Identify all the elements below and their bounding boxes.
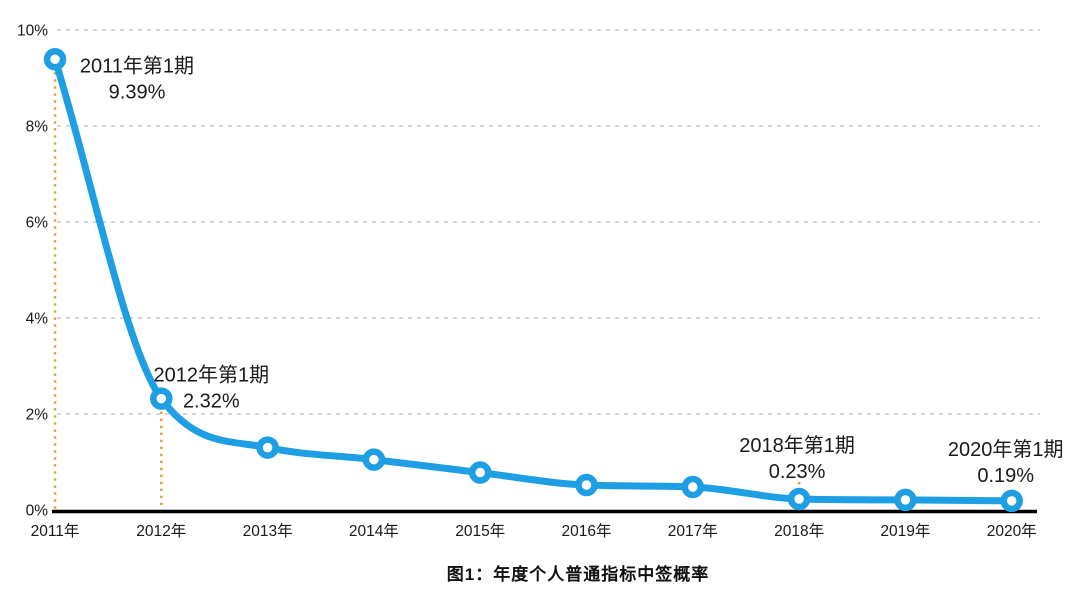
y-tick-label: 0% xyxy=(26,503,49,520)
data-point-marker xyxy=(787,487,811,511)
x-tick-label: 2018年 xyxy=(774,522,824,540)
x-tick-label: 2019年 xyxy=(880,522,930,540)
data-point-marker xyxy=(1000,489,1023,513)
x-tick-label: 2014年 xyxy=(349,522,399,540)
data-point-marker xyxy=(256,436,279,459)
x-tick-label: 2020年 xyxy=(987,522,1037,540)
x-tick-label: 2013年 xyxy=(243,522,293,540)
annotation-value: 9.39% xyxy=(109,81,166,103)
annotation-value: 0.19% xyxy=(977,465,1034,487)
x-tick-label: 2012年 xyxy=(136,522,186,540)
x-tick-label: 2016年 xyxy=(562,522,612,540)
x-tick-label: 2015年 xyxy=(455,522,505,540)
y-tick-label: 6% xyxy=(26,215,49,232)
y-tick-label: 2% xyxy=(26,407,49,424)
annotation-label: 2020年第1期 xyxy=(948,438,1064,461)
chart-canvas: 0% 2% 4% 6% 8% 10% 2011年 2012年 2013年 2014年 2015年 20… xyxy=(17,23,1064,541)
data-point-marker xyxy=(575,473,598,497)
data-point-marker xyxy=(681,475,705,499)
data-point-marker xyxy=(894,488,917,512)
data-point-marker xyxy=(468,461,492,484)
data-point-marker xyxy=(150,387,173,410)
annotation-label: 2012年第1期 xyxy=(153,364,269,387)
y-tick-label: 4% xyxy=(26,311,49,328)
y-tick-label: 8% xyxy=(26,119,49,136)
annotation-value: 2.32% xyxy=(183,391,240,413)
data-point-marker xyxy=(43,48,67,71)
x-tick-label: 2011年 xyxy=(31,522,80,540)
annotation-label: 2018年第1期 xyxy=(739,434,855,457)
annotation-value: 0.23% xyxy=(769,461,826,483)
chart-caption: 图1：年度个人普通指标中签概率 xyxy=(446,565,710,584)
x-tick-label: 2017年 xyxy=(668,522,718,540)
annotation-label: 2011年第1期 xyxy=(80,54,194,77)
data-point-marker xyxy=(362,448,386,471)
y-tick-label: 10% xyxy=(17,23,48,40)
